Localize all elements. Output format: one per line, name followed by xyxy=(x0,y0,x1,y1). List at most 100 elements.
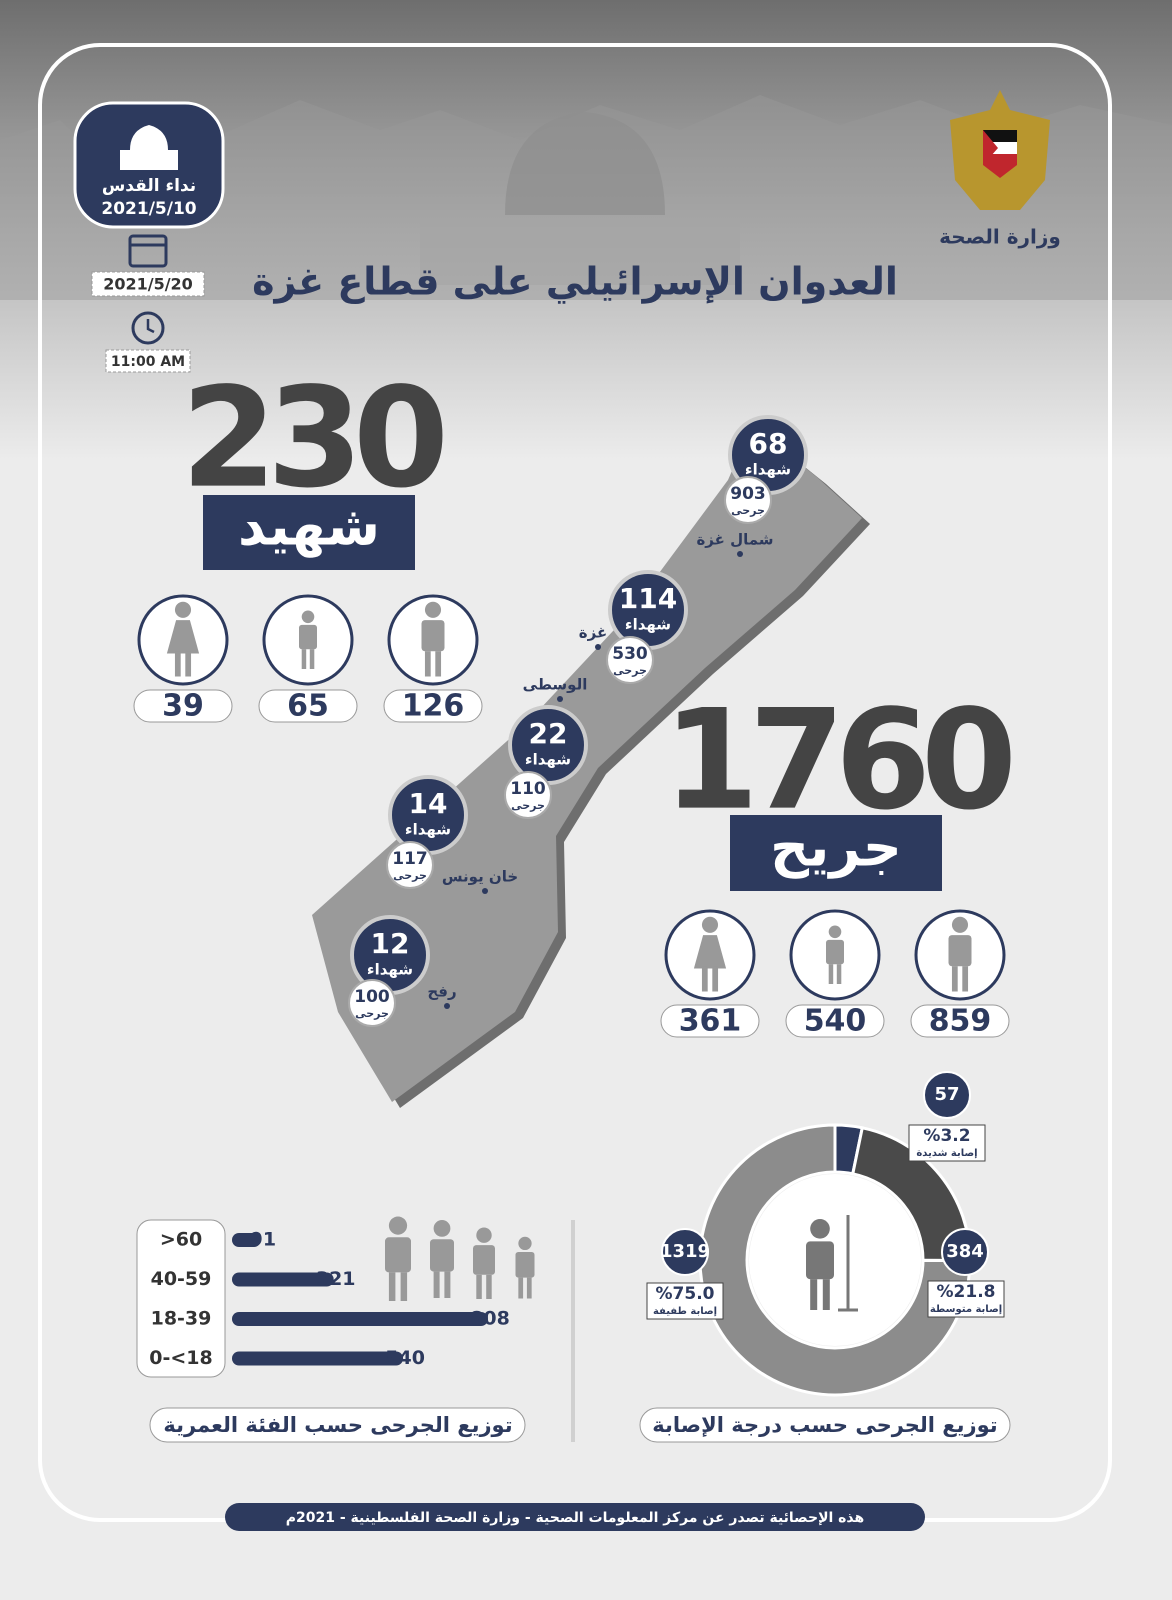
age-bracket xyxy=(136,1219,226,1378)
background xyxy=(420,215,740,285)
woman-icon xyxy=(701,966,708,992)
region-name: رفح xyxy=(427,983,456,1001)
severity-percent: %3.2 xyxy=(923,1126,970,1146)
background xyxy=(505,112,665,215)
region-name: الوسطى xyxy=(523,676,588,694)
age-category: 0-<18 xyxy=(149,1347,212,1369)
region-name: غزة xyxy=(579,624,607,642)
ministry-emblem xyxy=(983,130,1017,142)
severity-percent: %21.8 xyxy=(937,1282,996,1302)
region-martyrs: 68 xyxy=(749,427,788,460)
severity-count-circle xyxy=(661,1228,709,1276)
region-injured: 903 xyxy=(730,484,766,504)
age-value: 540 xyxy=(385,1347,425,1369)
injured-word: جرحى xyxy=(355,1007,389,1020)
child-icon xyxy=(299,624,317,650)
badge-date: 2021/5/10 xyxy=(101,199,196,219)
age-bar xyxy=(232,1351,404,1366)
age-bar xyxy=(232,1272,334,1287)
child-icon xyxy=(301,649,307,669)
man-icon xyxy=(433,1220,451,1237)
injured-total: 1760 xyxy=(663,680,1011,841)
martyrs-word: شهداء xyxy=(367,961,413,979)
man-icon xyxy=(473,1245,495,1275)
region-dot xyxy=(737,551,743,557)
injured-word: جرحى xyxy=(731,504,765,517)
injured-circle xyxy=(386,841,434,889)
martyrs-word: شهداء xyxy=(625,616,671,634)
man-icon xyxy=(421,620,445,652)
age-value: 321 xyxy=(316,1268,356,1290)
man-icon xyxy=(962,966,969,992)
injured-word: جرحى xyxy=(613,664,647,677)
region-dot xyxy=(595,644,601,650)
count-woman: 361 xyxy=(679,1004,742,1039)
martyrs-word: شهداء xyxy=(745,461,791,479)
martyrs-total: 230 xyxy=(181,358,443,519)
man-icon xyxy=(822,1279,830,1310)
ministry-name: وزارة الصحة xyxy=(939,225,1061,249)
region-martyrs: 22 xyxy=(529,717,568,750)
martyrs-box xyxy=(203,495,415,570)
man-icon xyxy=(430,1220,454,1298)
child-icon xyxy=(309,649,315,669)
injured-circle xyxy=(504,771,552,819)
injured-circle xyxy=(724,476,772,524)
severity-count-circle xyxy=(923,1071,971,1119)
severity-count: 57 xyxy=(934,1084,959,1105)
man-icon xyxy=(430,1239,454,1272)
count-pill xyxy=(785,1004,885,1038)
man-icon xyxy=(951,916,969,933)
badge-title: نداء القدس xyxy=(102,176,196,196)
man-icon xyxy=(476,1274,482,1299)
region-dot xyxy=(482,888,488,894)
man-icon xyxy=(473,1227,495,1299)
count-pill xyxy=(383,689,483,723)
clock-icon xyxy=(146,319,155,334)
age-chart: >60 91 40-59 321 18-39 808 0-<18 540 xyxy=(149,1216,535,1369)
woman-icon xyxy=(693,916,727,992)
woman-icon xyxy=(166,620,200,654)
child-icon xyxy=(515,1251,535,1278)
ministry-emblem xyxy=(950,90,1050,210)
woman-icon xyxy=(693,935,727,969)
injured-circle xyxy=(606,636,654,684)
child-icon xyxy=(299,610,317,669)
man-icon xyxy=(948,935,972,967)
age-category: 18-39 xyxy=(151,1308,212,1330)
age-value: 91 xyxy=(250,1229,276,1251)
man-icon xyxy=(385,1237,411,1273)
man-icon xyxy=(424,601,442,618)
count-man: 126 xyxy=(402,689,465,724)
severity-label: إصابة شديدة xyxy=(916,1148,977,1159)
date-box xyxy=(91,271,205,297)
count-child: 65 xyxy=(287,689,329,724)
region-injured: 530 xyxy=(612,644,648,664)
man-icon xyxy=(424,651,431,677)
footer-box xyxy=(225,1503,925,1531)
man-icon xyxy=(951,966,958,992)
man-icon xyxy=(810,1219,830,1239)
age-bar xyxy=(232,1233,261,1247)
child-icon xyxy=(826,925,844,984)
region-injured: 110 xyxy=(510,779,546,799)
severity-count: 1319 xyxy=(660,1241,710,1262)
man-icon xyxy=(388,1272,396,1301)
count-woman: 39 xyxy=(162,689,204,724)
man-icon xyxy=(806,1219,834,1310)
region-injured: 117 xyxy=(392,849,428,869)
severity-chart: 57 %3.2 إصابة شديدة 384 %21.8 إصابة متوسطة 131… xyxy=(646,1071,1005,1397)
time-box xyxy=(105,349,191,373)
severity-label-box xyxy=(927,1280,1005,1318)
woman-icon xyxy=(166,601,200,677)
clock-icon xyxy=(131,311,165,345)
man-icon xyxy=(435,651,442,677)
woman-icon xyxy=(174,601,192,618)
region-name: خان يونس xyxy=(442,868,518,886)
man-icon xyxy=(806,1241,834,1280)
region-dot xyxy=(444,1003,450,1009)
drip-stand xyxy=(838,1215,858,1312)
